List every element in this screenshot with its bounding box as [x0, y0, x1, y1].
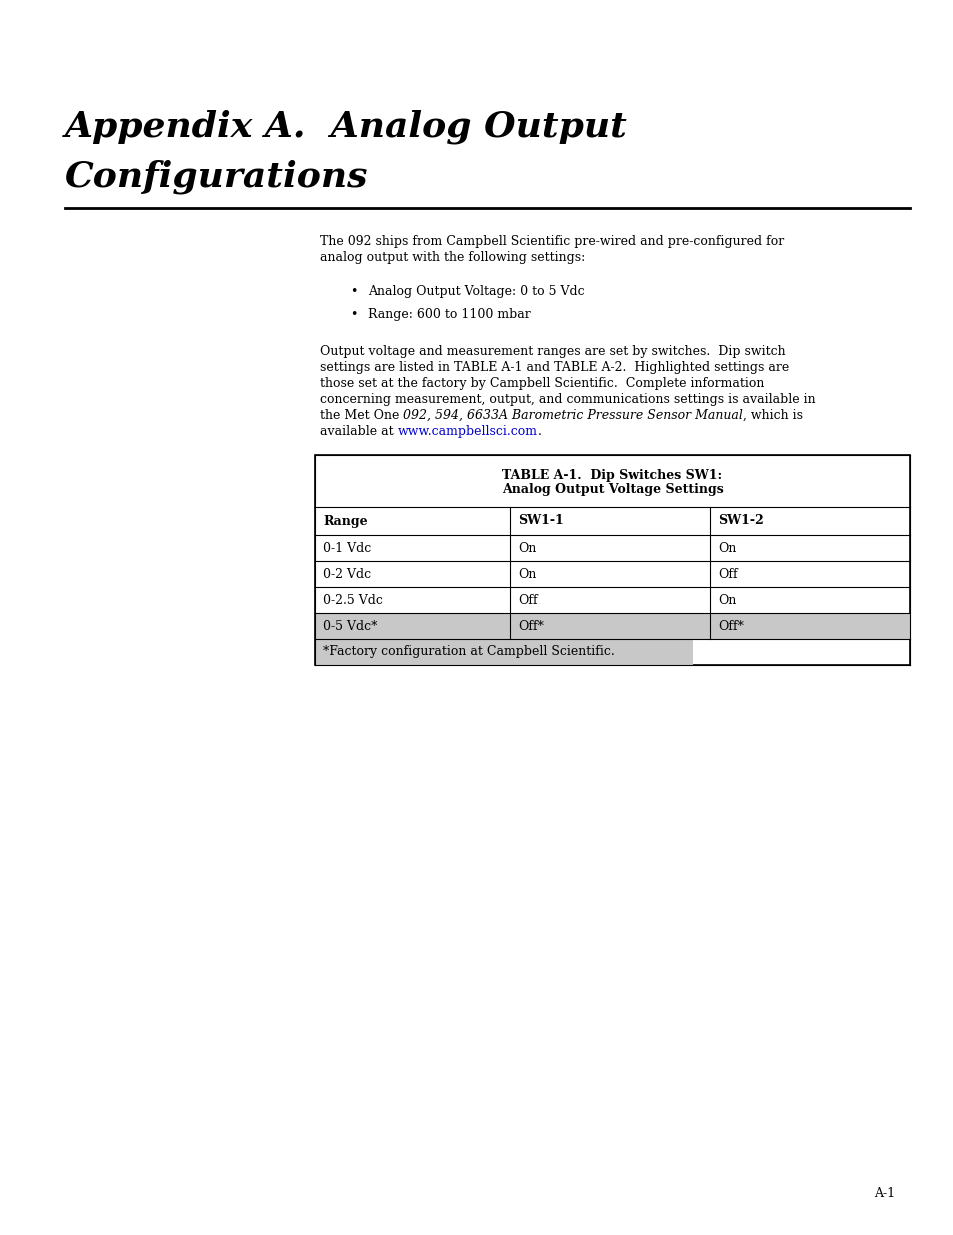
Text: 092, 594, 6633A Barometric Pressure Sensor Manual: 092, 594, 6633A Barometric Pressure Sens… — [403, 409, 742, 422]
Text: Range: 600 to 1100 mbar: Range: 600 to 1100 mbar — [368, 308, 530, 321]
Text: Off: Off — [517, 594, 537, 606]
Text: On: On — [517, 541, 536, 555]
Bar — [314, 454, 909, 664]
Text: Analog Output Voltage Settings: Analog Output Voltage Settings — [501, 483, 722, 495]
Text: settings are listed in TABLE A-1 and TABLE A-2.  Highlighted settings are: settings are listed in TABLE A-1 and TAB… — [319, 361, 788, 374]
Text: A-1: A-1 — [873, 1187, 894, 1200]
Text: The 092 ships from Campbell Scientific pre-wired and pre-configured for: The 092 ships from Campbell Scientific p… — [319, 235, 783, 248]
Text: Off*: Off* — [718, 620, 743, 632]
Text: Appendix A.  Analog Output: Appendix A. Analog Output — [65, 110, 627, 144]
Text: Output voltage and measurement ranges are set by switches.  Dip switch: Output voltage and measurement ranges ar… — [319, 345, 785, 358]
Text: TABLE A-1.  Dip Switches SW1:: TABLE A-1. Dip Switches SW1: — [502, 468, 721, 482]
Text: concerning measurement, output, and communications settings is available in: concerning measurement, output, and comm… — [319, 393, 815, 406]
Text: www.campbellsci.com: www.campbellsci.com — [397, 425, 537, 438]
Text: On: On — [517, 568, 536, 580]
Text: .: . — [537, 425, 541, 438]
Text: SW1-2: SW1-2 — [718, 515, 763, 527]
Text: the Met One: the Met One — [319, 409, 403, 422]
Text: Range: Range — [323, 515, 367, 527]
Text: 0-2 Vdc: 0-2 Vdc — [323, 568, 371, 580]
Bar — [314, 613, 909, 638]
Text: Off: Off — [718, 568, 737, 580]
Text: 0-5 Vdc*: 0-5 Vdc* — [323, 620, 377, 632]
Text: , which is: , which is — [742, 409, 802, 422]
Bar — [314, 638, 692, 664]
Text: 0-2.5 Vdc: 0-2.5 Vdc — [323, 594, 382, 606]
Text: Configurations: Configurations — [65, 161, 368, 194]
Text: analog output with the following settings:: analog output with the following setting… — [319, 251, 584, 264]
Text: 0-1 Vdc: 0-1 Vdc — [323, 541, 371, 555]
Text: *Factory configuration at Campbell Scientific.: *Factory configuration at Campbell Scien… — [323, 646, 614, 658]
Text: •: • — [350, 308, 357, 321]
Text: those set at the factory by Campbell Scientific.  Complete information: those set at the factory by Campbell Sci… — [319, 377, 763, 390]
Text: On: On — [718, 594, 736, 606]
Text: •: • — [350, 285, 357, 298]
Text: SW1-1: SW1-1 — [517, 515, 563, 527]
Text: On: On — [718, 541, 736, 555]
Text: available at: available at — [319, 425, 397, 438]
Text: Analog Output Voltage: 0 to 5 Vdc: Analog Output Voltage: 0 to 5 Vdc — [368, 285, 584, 298]
Text: Off*: Off* — [517, 620, 543, 632]
